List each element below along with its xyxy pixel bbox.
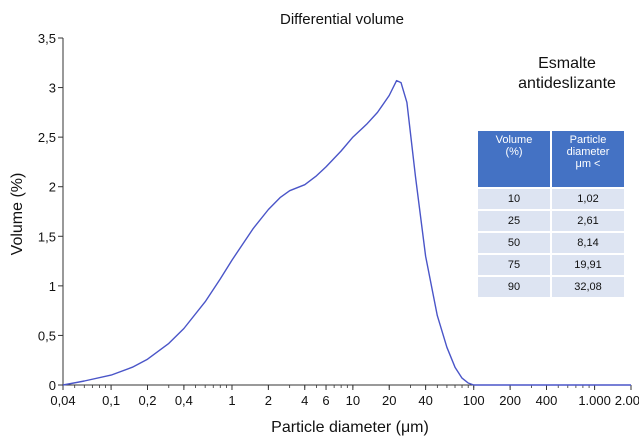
table-row: 10 1,02 [478,189,624,209]
x-tick-label: 6 [322,393,329,408]
table-cell-diameter: 32,08 [552,277,624,297]
table-header-volume: Volume (%) [478,131,550,187]
x-axis: 0,04 0,1 0,2 0,4 1 2 4 6 10 20 40 100 200 400 1.000 2.0… [50,384,639,408]
table-cell-volume: 25 [478,211,550,231]
x-tick-label: 200 [499,393,521,408]
percentile-table: Volume (%) Particle diameter μm < 10 1,02 25 2… [476,129,626,299]
table-row: 25 2,61 [478,211,624,231]
series-group [62,79,631,386]
table-row: 50 8,14 [478,233,624,253]
table-cell-diameter: 2,61 [552,211,624,231]
table-cell-diameter: 19,91 [552,255,624,275]
y-tick-label: 0,5 [38,328,56,343]
y-tick-label: 3,5 [38,31,56,46]
table-cell-volume: 90 [478,277,550,297]
table-cell-diameter: 1,02 [552,189,624,209]
x-tick-label: 10 [346,393,360,408]
x-tick-label: 1 [228,393,235,408]
x-tick-label: 2.000 [615,393,639,408]
x-tick-label: 0,1 [102,393,120,408]
series-line-0 [62,79,631,386]
table-cell-volume: 50 [478,233,550,253]
x-tick-label: 2 [265,393,272,408]
annotation-line-2: antideslizante [518,75,616,92]
y-tick-label: 1,5 [38,229,56,244]
y-tick-label: 2,5 [38,130,56,145]
y-tick-label: 0 [49,378,56,393]
x-tick-label: 0,4 [175,393,193,408]
x-tick-label: 400 [536,393,558,408]
annotation-line-1: Esmalte [538,55,596,72]
y-tick-label: 3 [49,81,56,96]
x-tick-label: 20 [382,393,396,408]
y-tick-label: 2 [49,180,56,195]
table-cell-volume: 75 [478,255,550,275]
x-tick-label: 0,04 [50,393,75,408]
table-row: 75 19,91 [478,255,624,275]
y-axis-title: Volume (%) [9,173,26,256]
x-tick-label: 4 [301,393,308,408]
table-row: 90 32,08 [478,277,624,297]
x-tick-label: 40 [418,393,432,408]
x-axis-title: Particle diameter (μm) [271,419,429,436]
x-tick-label: 100 [463,393,485,408]
y-axis: 0 0,5 1 1,5 2 2,5 3 3,5 [38,31,64,393]
chart-title: Differential volume [280,11,404,28]
table-cell-diameter: 8,14 [552,233,624,253]
table-header-diameter: Particle diameter μm < [552,131,624,187]
table-cell-volume: 10 [478,189,550,209]
table-header-row: Volume (%) Particle diameter μm < [478,131,624,187]
x-tick-label: 1.000 [578,393,611,408]
y-tick-label: 1 [49,279,56,294]
x-tick-label: 0,2 [138,393,156,408]
